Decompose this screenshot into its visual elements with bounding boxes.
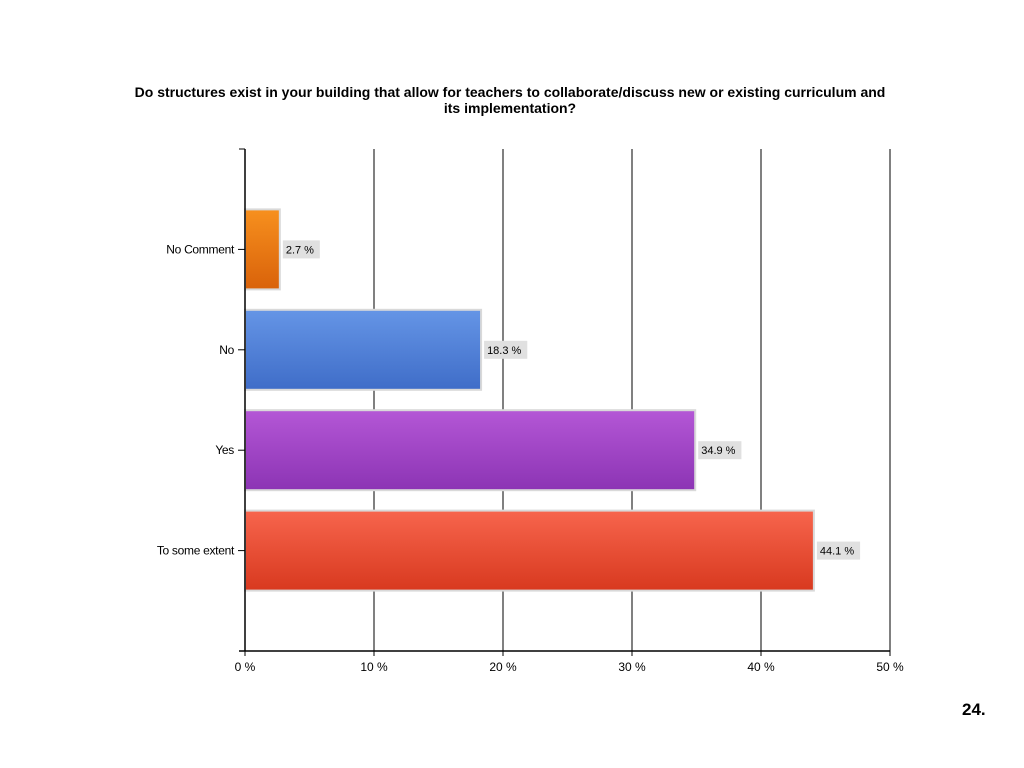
page-number: 24. bbox=[962, 700, 986, 719]
value-label-box bbox=[484, 340, 528, 359]
value-label-box bbox=[816, 541, 861, 560]
value-label-box bbox=[282, 240, 320, 259]
value-label: 34.9 % bbox=[701, 445, 735, 457]
bar bbox=[244, 208, 281, 291]
x-tick-label: 40 % bbox=[747, 660, 775, 674]
category-label: No Comment bbox=[166, 242, 235, 256]
bar bbox=[244, 308, 483, 391]
category-label: To some extent bbox=[157, 544, 235, 558]
bar bbox=[244, 409, 697, 492]
category-label: Yes bbox=[215, 443, 234, 457]
chart-title: Do structures exist in your building tha… bbox=[134, 84, 886, 116]
category-label: No bbox=[219, 343, 234, 357]
bar bbox=[244, 509, 815, 592]
value-label-box bbox=[698, 441, 742, 460]
x-tick-label: 30 % bbox=[618, 660, 646, 674]
x-tick-label: 10 % bbox=[360, 660, 388, 674]
value-label: 44.1 % bbox=[820, 546, 854, 558]
value-label: 18.3 % bbox=[487, 345, 521, 357]
x-tick-label: 0 % bbox=[235, 660, 256, 674]
x-tick-label: 20 % bbox=[489, 660, 517, 674]
value-label: 2.7 % bbox=[286, 244, 314, 256]
x-tick-label: 50 % bbox=[876, 660, 904, 674]
